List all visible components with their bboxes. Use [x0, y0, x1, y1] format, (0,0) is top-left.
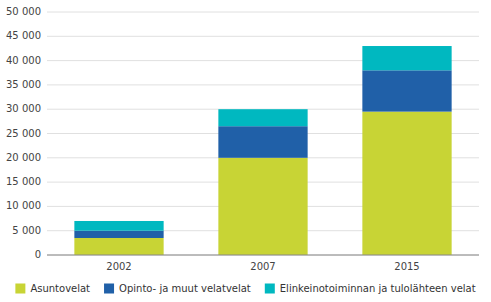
y-tick-label: 30 000 [6, 103, 41, 114]
y-tick-label: 20 000 [6, 152, 41, 163]
bar-segment [218, 109, 307, 126]
bar-segment [362, 70, 451, 111]
legend-swatch [265, 284, 275, 294]
y-tick-label: 35 000 [6, 79, 41, 90]
bar-segment [74, 221, 163, 231]
x-tick-label: 2015 [394, 261, 419, 272]
y-tick-label: 25 000 [6, 128, 41, 139]
y-tick-label: 5 000 [12, 225, 41, 236]
y-tick-label: 0 [35, 249, 41, 260]
x-tick-label: 2002 [106, 261, 131, 272]
grid-line [47, 12, 479, 13]
bars [74, 46, 451, 255]
chart-svg: 0 5 000 10 000 15 000 20 000 25 000 30 000 35 0… [0, 0, 491, 302]
legend-label: Asuntovelat [30, 283, 90, 294]
bar-segment [218, 126, 307, 158]
grid-line [47, 255, 479, 256]
legend-label: Opinto- ja muut velatvelat [119, 283, 251, 294]
y-grid [47, 12, 479, 255]
legend-swatch [15, 284, 25, 294]
legend-label: Elinkeinotoiminnan ja tulolähteen velat [280, 283, 476, 294]
y-tick-label: 15 000 [6, 176, 41, 187]
y-tick-label: 10 000 [6, 200, 41, 211]
chart-container: 0 5 000 10 000 15 000 20 000 25 000 30 000 35 0… [0, 0, 491, 302]
bar-segment [362, 46, 451, 70]
bar-segment [362, 112, 451, 255]
legend: Asuntovelat Opinto- ja muut velatvelat Eli… [15, 283, 475, 294]
grid-line [47, 36, 479, 37]
bar-segment [218, 158, 307, 255]
y-tick-label: 50 000 [6, 6, 41, 17]
y-tick-label: 40 000 [6, 55, 41, 66]
bar-segment [74, 238, 163, 255]
y-tick-labels: 0 5 000 10 000 15 000 20 000 25 000 30 000 35 0… [6, 6, 41, 260]
legend-swatch [104, 284, 114, 294]
x-axis-line [47, 255, 479, 256]
bar-segment [74, 231, 163, 238]
x-tick-label: 2007 [250, 261, 275, 272]
y-tick-label: 45 000 [6, 30, 41, 41]
x-tick-labels: 2002 2007 2015 [106, 261, 419, 272]
